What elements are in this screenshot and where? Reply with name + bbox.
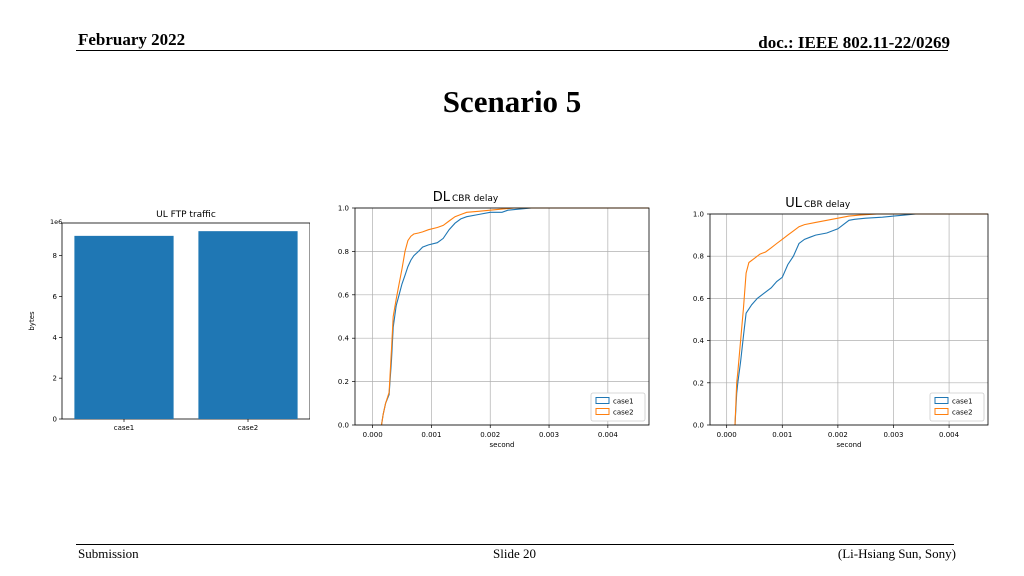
y-axis-label: bytes <box>28 311 36 331</box>
y-tick-label: 0.6 <box>693 295 705 303</box>
y-tick-label: 4 <box>53 334 58 342</box>
y-tick-label: 0.4 <box>693 337 705 345</box>
y-tick-label: 8 <box>53 252 57 260</box>
x-tick-label: 0.003 <box>883 431 903 439</box>
chart-title: CBR delay <box>452 194 499 204</box>
legend-swatch-case1 <box>934 397 949 404</box>
ul-ftp-traffic-chart: UL FTP traffic 1e6 0 2 4 6 8 case1 case2 bytes <box>28 210 310 432</box>
chart-title-prefix: UL <box>785 196 803 211</box>
x-tick-label: 0.004 <box>598 431 619 439</box>
bar-case2 <box>198 231 298 419</box>
plot-frame <box>61 222 310 420</box>
x-tick-label: 0.004 <box>939 431 960 439</box>
y-tick-label: 0.2 <box>693 379 704 387</box>
x-axis-label: second <box>837 441 862 449</box>
y-tick-label: 0.0 <box>338 422 349 430</box>
y-tick-label: 6 <box>53 293 58 301</box>
x-tick-label: 0.002 <box>828 431 848 439</box>
header-date: February 2022 <box>78 30 186 49</box>
x-tick-label: case2 <box>238 424 259 432</box>
x-tick-label: case1 <box>114 424 135 432</box>
x-tick-label: 0.001 <box>421 431 441 439</box>
series-line-case1 <box>380 207 649 426</box>
y-tick-label: 1.0 <box>693 211 704 219</box>
y-tick-label: 0.8 <box>338 248 349 256</box>
chart-title: CBR delay <box>804 200 851 210</box>
plot-frame <box>354 207 650 426</box>
legend-label-case2: case2 <box>613 409 634 417</box>
series-line-case2 <box>380 207 649 426</box>
legend-swatch-case2 <box>934 408 949 415</box>
ul-cbr-delay-chart: UL CBR delay 0.0 0.2 0.4 0.6 0.8 1.0 0.000 0.001 0… <box>693 196 989 449</box>
x-tick-label: 0.002 <box>480 431 500 439</box>
y-tick-label: 0.8 <box>693 253 704 261</box>
x-tick-label: 0.001 <box>772 431 792 439</box>
y-tick-label: 0.0 <box>693 422 704 430</box>
y-tick-label: 1.0 <box>338 205 349 213</box>
x-tick-label: 0.000 <box>363 431 383 439</box>
y-tick-label: 2 <box>53 375 57 383</box>
y-tick-label: 0.6 <box>338 291 350 299</box>
y-tick-label: 0 <box>53 416 57 424</box>
legend-label-case2: case2 <box>952 409 973 417</box>
header-rule <box>76 50 948 51</box>
footer-author: (Li-Hsiang Sun, Sony) <box>837 546 956 561</box>
plot-frame <box>709 213 989 426</box>
y-offset-label: 1e6 <box>50 218 62 226</box>
chart-title-prefix: DL <box>433 190 451 205</box>
chart-title: UL FTP traffic <box>156 210 216 220</box>
series-line-case2 <box>734 213 988 426</box>
footer-slide-number: Slide 20 <box>493 546 536 561</box>
dl-cbr-delay-chart: DL CBR delay 0.0 0.2 0.4 0.6 0.8 1.0 0.000 0.001 0… <box>338 190 650 449</box>
legend-label-case1: case1 <box>952 398 973 406</box>
legend-swatch-case1 <box>595 397 610 404</box>
footer-submission: Submission <box>78 546 139 561</box>
x-tick-label: 0.003 <box>539 431 559 439</box>
x-axis-label: second <box>490 441 515 449</box>
series-line-case1 <box>734 213 988 426</box>
y-tick-label: 0.4 <box>338 335 350 343</box>
footer-rule <box>76 544 954 545</box>
legend-swatch-case2 <box>595 408 610 415</box>
y-tick-label: 0.2 <box>338 378 349 386</box>
slide-title: Scenario 5 <box>442 84 582 119</box>
legend-label-case1: case1 <box>613 398 634 406</box>
x-tick-label: 0.000 <box>717 431 737 439</box>
header-doc-id: doc.: IEEE 802.11-22/0269 <box>758 33 950 52</box>
bar-case1 <box>74 235 174 419</box>
